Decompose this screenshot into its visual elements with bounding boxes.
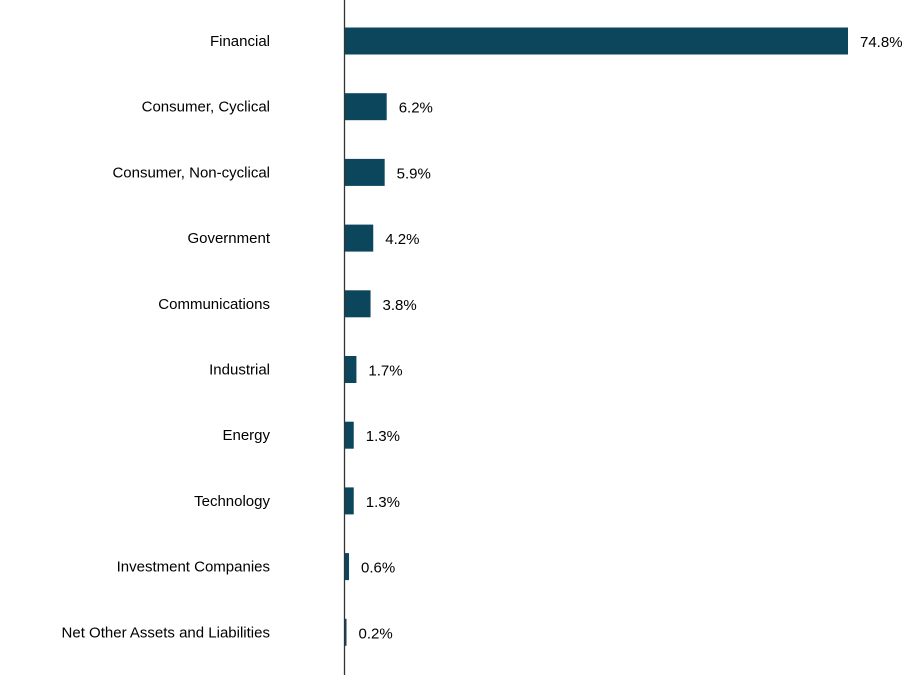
category-label: Investment Companies [117, 559, 270, 576]
category-label: Industrial [209, 362, 270, 379]
category-label: Net Other Assets and Liabilities [62, 624, 270, 641]
bar [345, 421, 354, 449]
bar [345, 553, 350, 581]
data-label: 5.9% [397, 165, 431, 182]
data-label: 1.7% [368, 363, 402, 380]
bar [345, 158, 385, 186]
category-label: Energy [222, 427, 270, 444]
data-label: 4.2% [385, 231, 419, 248]
data-label: 6.2% [399, 100, 433, 117]
category-label: Communications [158, 296, 270, 313]
bar [345, 290, 371, 318]
bar [345, 224, 374, 252]
category-label: Consumer, Non-cyclical [112, 164, 270, 181]
category-label: Consumer, Cyclical [142, 99, 270, 116]
category-label: Technology [194, 493, 270, 510]
category-label: Financial [210, 33, 270, 50]
data-label: 3.8% [383, 297, 417, 314]
bar [345, 27, 848, 55]
bar [345, 618, 347, 646]
data-label: 74.8% [860, 34, 903, 51]
data-label: 1.3% [366, 494, 400, 511]
data-label: 0.2% [359, 625, 393, 642]
bar [345, 356, 357, 383]
data-label: 1.3% [366, 428, 400, 445]
bar [345, 93, 387, 121]
bar [345, 487, 354, 515]
data-label: 0.6% [361, 560, 395, 577]
category-label: Government [187, 230, 270, 247]
